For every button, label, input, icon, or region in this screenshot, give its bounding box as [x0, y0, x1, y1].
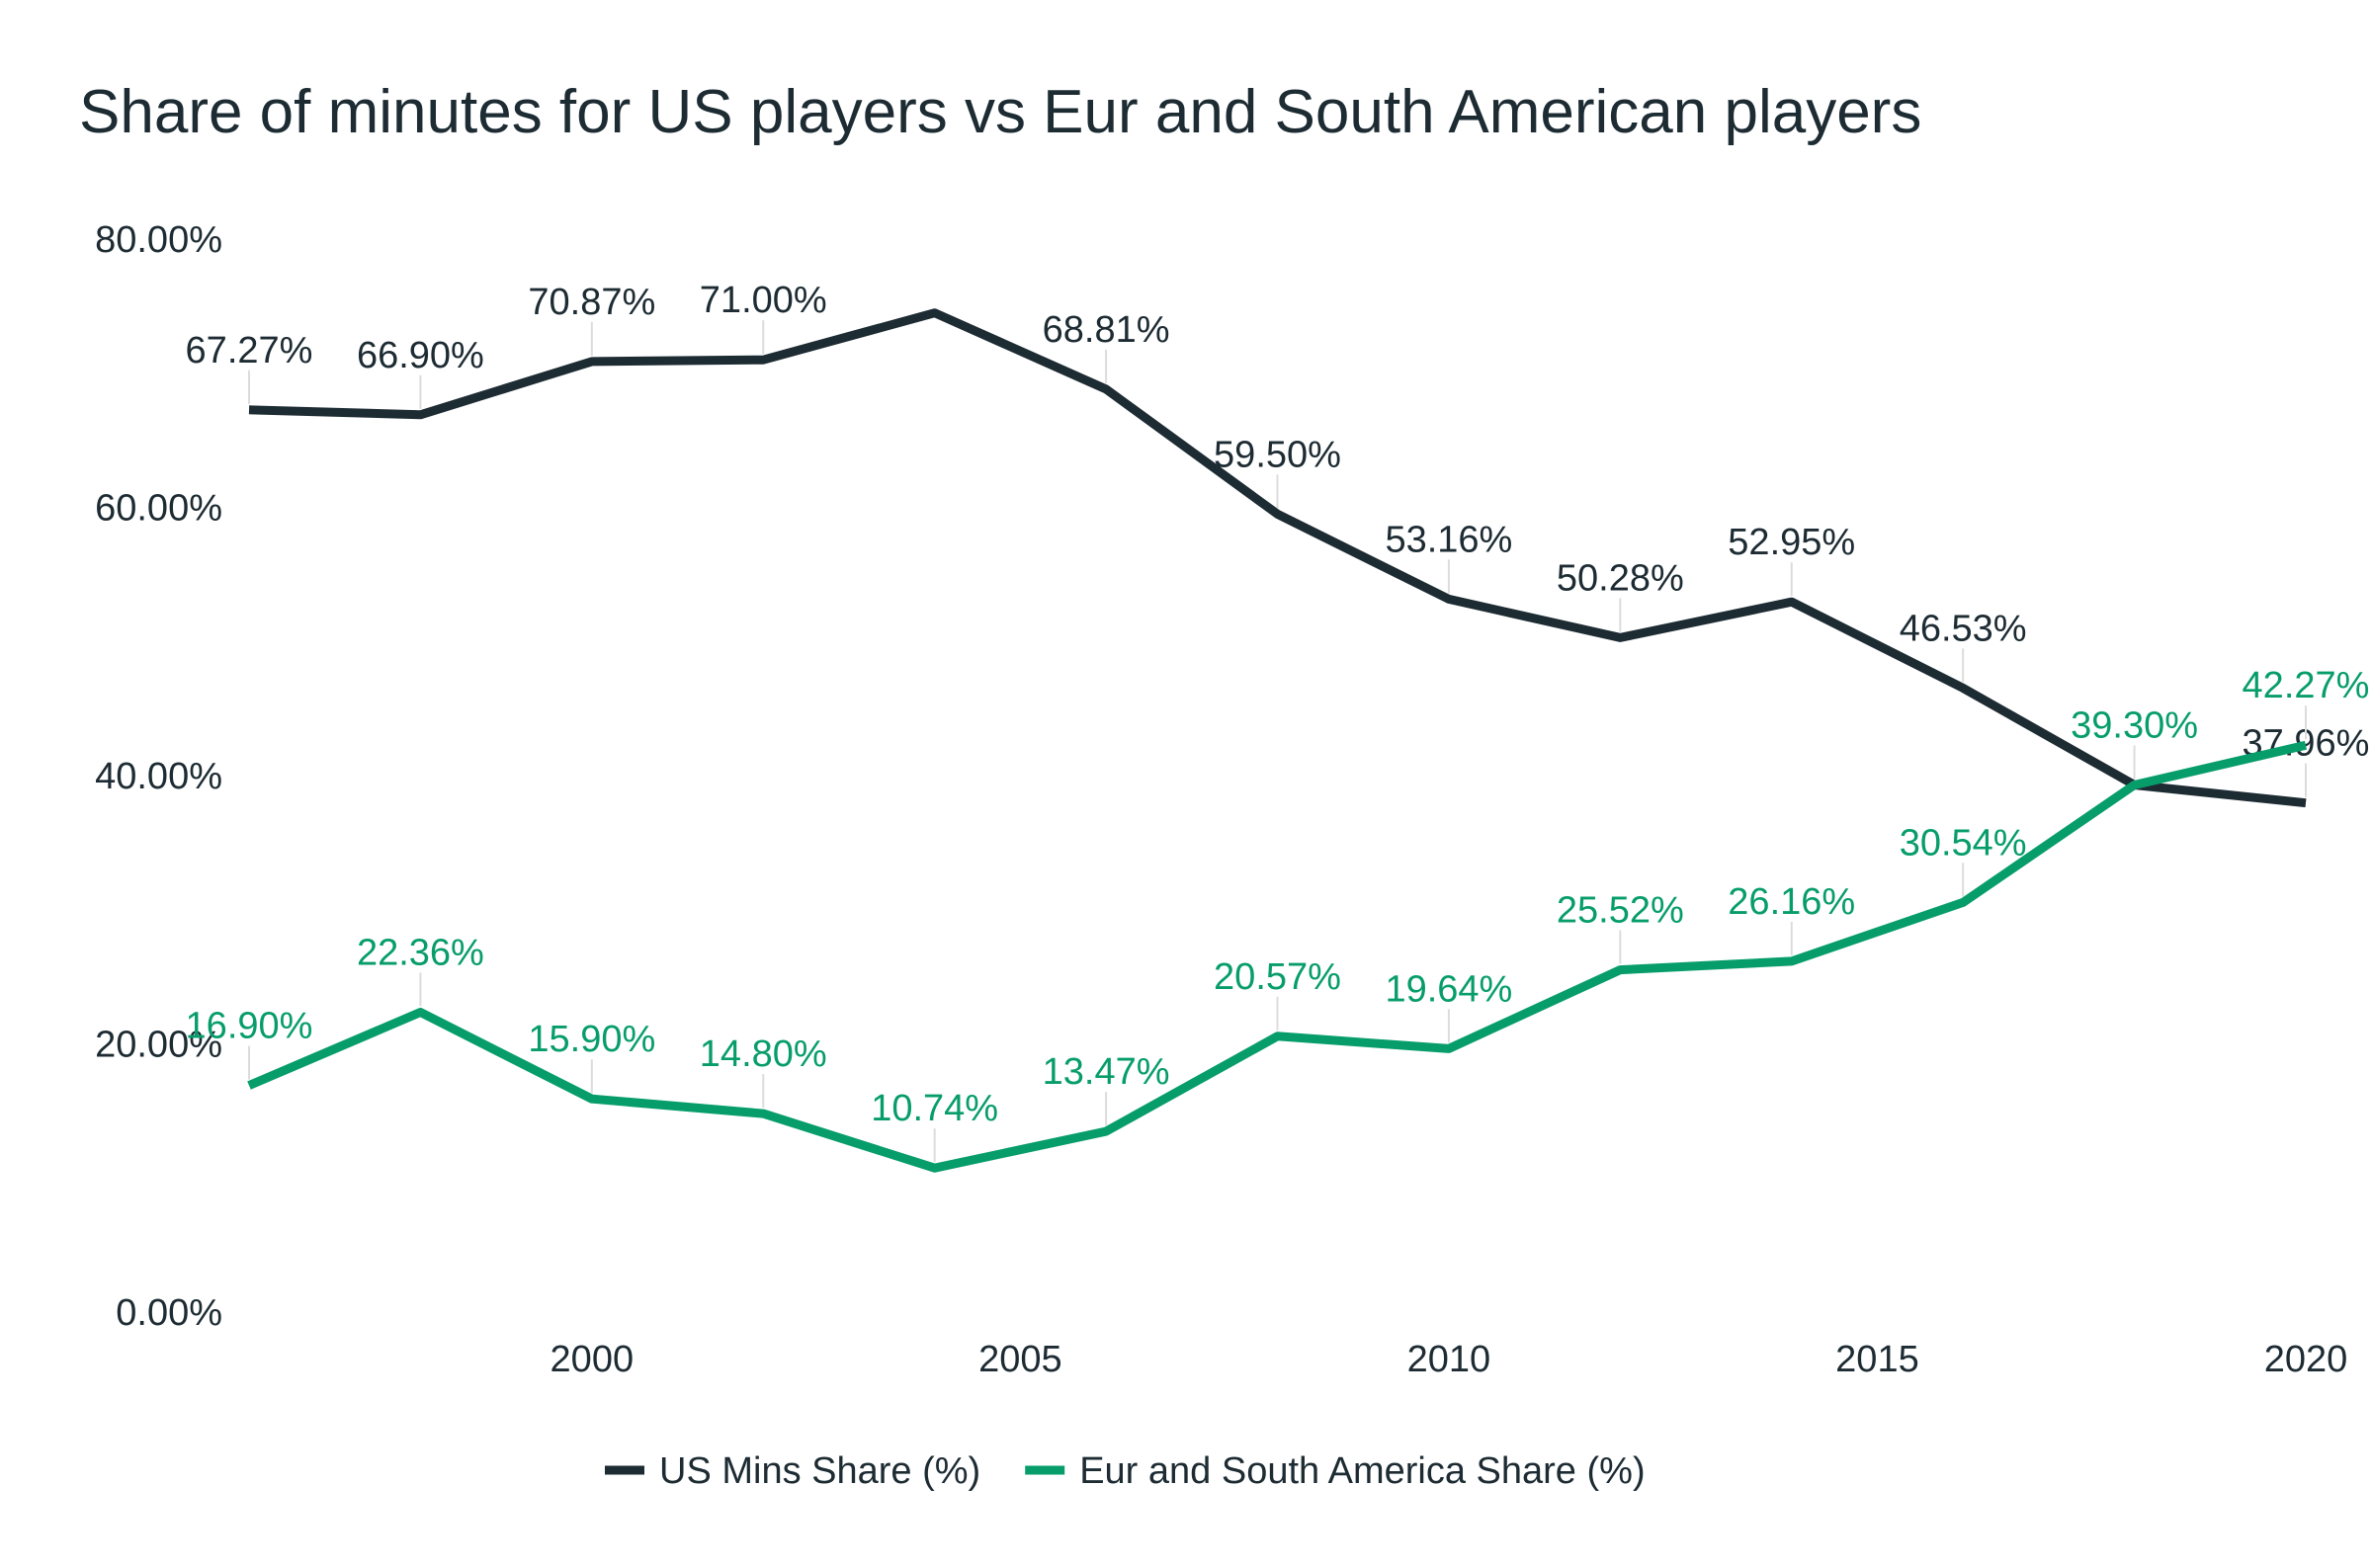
- data-label: 13.47%: [1043, 1051, 1170, 1093]
- y-tick-label: 20.00%: [95, 1025, 222, 1066]
- x-tick-label: 2005: [978, 1339, 1062, 1380]
- y-tick-label: 0.00%: [116, 1292, 222, 1334]
- x-tick-label: 2010: [1407, 1339, 1491, 1380]
- series-line-2: [247, 740, 2308, 1173]
- data-label: 19.64%: [1385, 968, 1512, 1010]
- data-label: 39.30%: [2071, 705, 2198, 747]
- data-label: 50.28%: [1557, 557, 1684, 599]
- data-label: 66.90%: [357, 335, 484, 376]
- data-label: 16.90%: [186, 1006, 313, 1047]
- data-label: 22.36%: [357, 932, 484, 973]
- data-label: 10.74%: [871, 1088, 998, 1129]
- y-tick-label: 80.00%: [95, 219, 222, 261]
- data-label: 68.81%: [1043, 309, 1170, 351]
- chart-title: Share of minutes for US players vs Eur a…: [79, 78, 1922, 146]
- data-label: 30.54%: [1900, 822, 2027, 864]
- data-label: 25.52%: [1557, 890, 1684, 932]
- x-tick-label: 2000: [551, 1339, 635, 1380]
- y-tick-label: 40.00%: [95, 756, 222, 797]
- y-tick-label: 60.00%: [95, 488, 222, 530]
- data-label: 14.80%: [700, 1033, 827, 1075]
- data-label: 59.50%: [1214, 434, 1341, 475]
- x-tick-label: 2015: [1835, 1339, 1919, 1380]
- legend-label: US Mins Share (%): [659, 1450, 980, 1492]
- legend-label: Eur and South America Share (%): [1079, 1450, 1645, 1492]
- data-label: 52.95%: [1728, 522, 1855, 563]
- x-tick-label: 2020: [2264, 1339, 2348, 1380]
- series-line-1: [248, 308, 2307, 808]
- data-label: 70.87%: [528, 282, 655, 323]
- data-label: 53.16%: [1385, 519, 1512, 560]
- data-label: 42.27%: [2243, 665, 2370, 706]
- data-label: 26.16%: [1728, 881, 1855, 923]
- data-label: 15.90%: [528, 1019, 655, 1060]
- data-label: 71.00%: [700, 280, 827, 321]
- data-label: 20.57%: [1214, 956, 1341, 998]
- data-label: 67.27%: [186, 330, 313, 371]
- data-label: 46.53%: [1900, 608, 2027, 649]
